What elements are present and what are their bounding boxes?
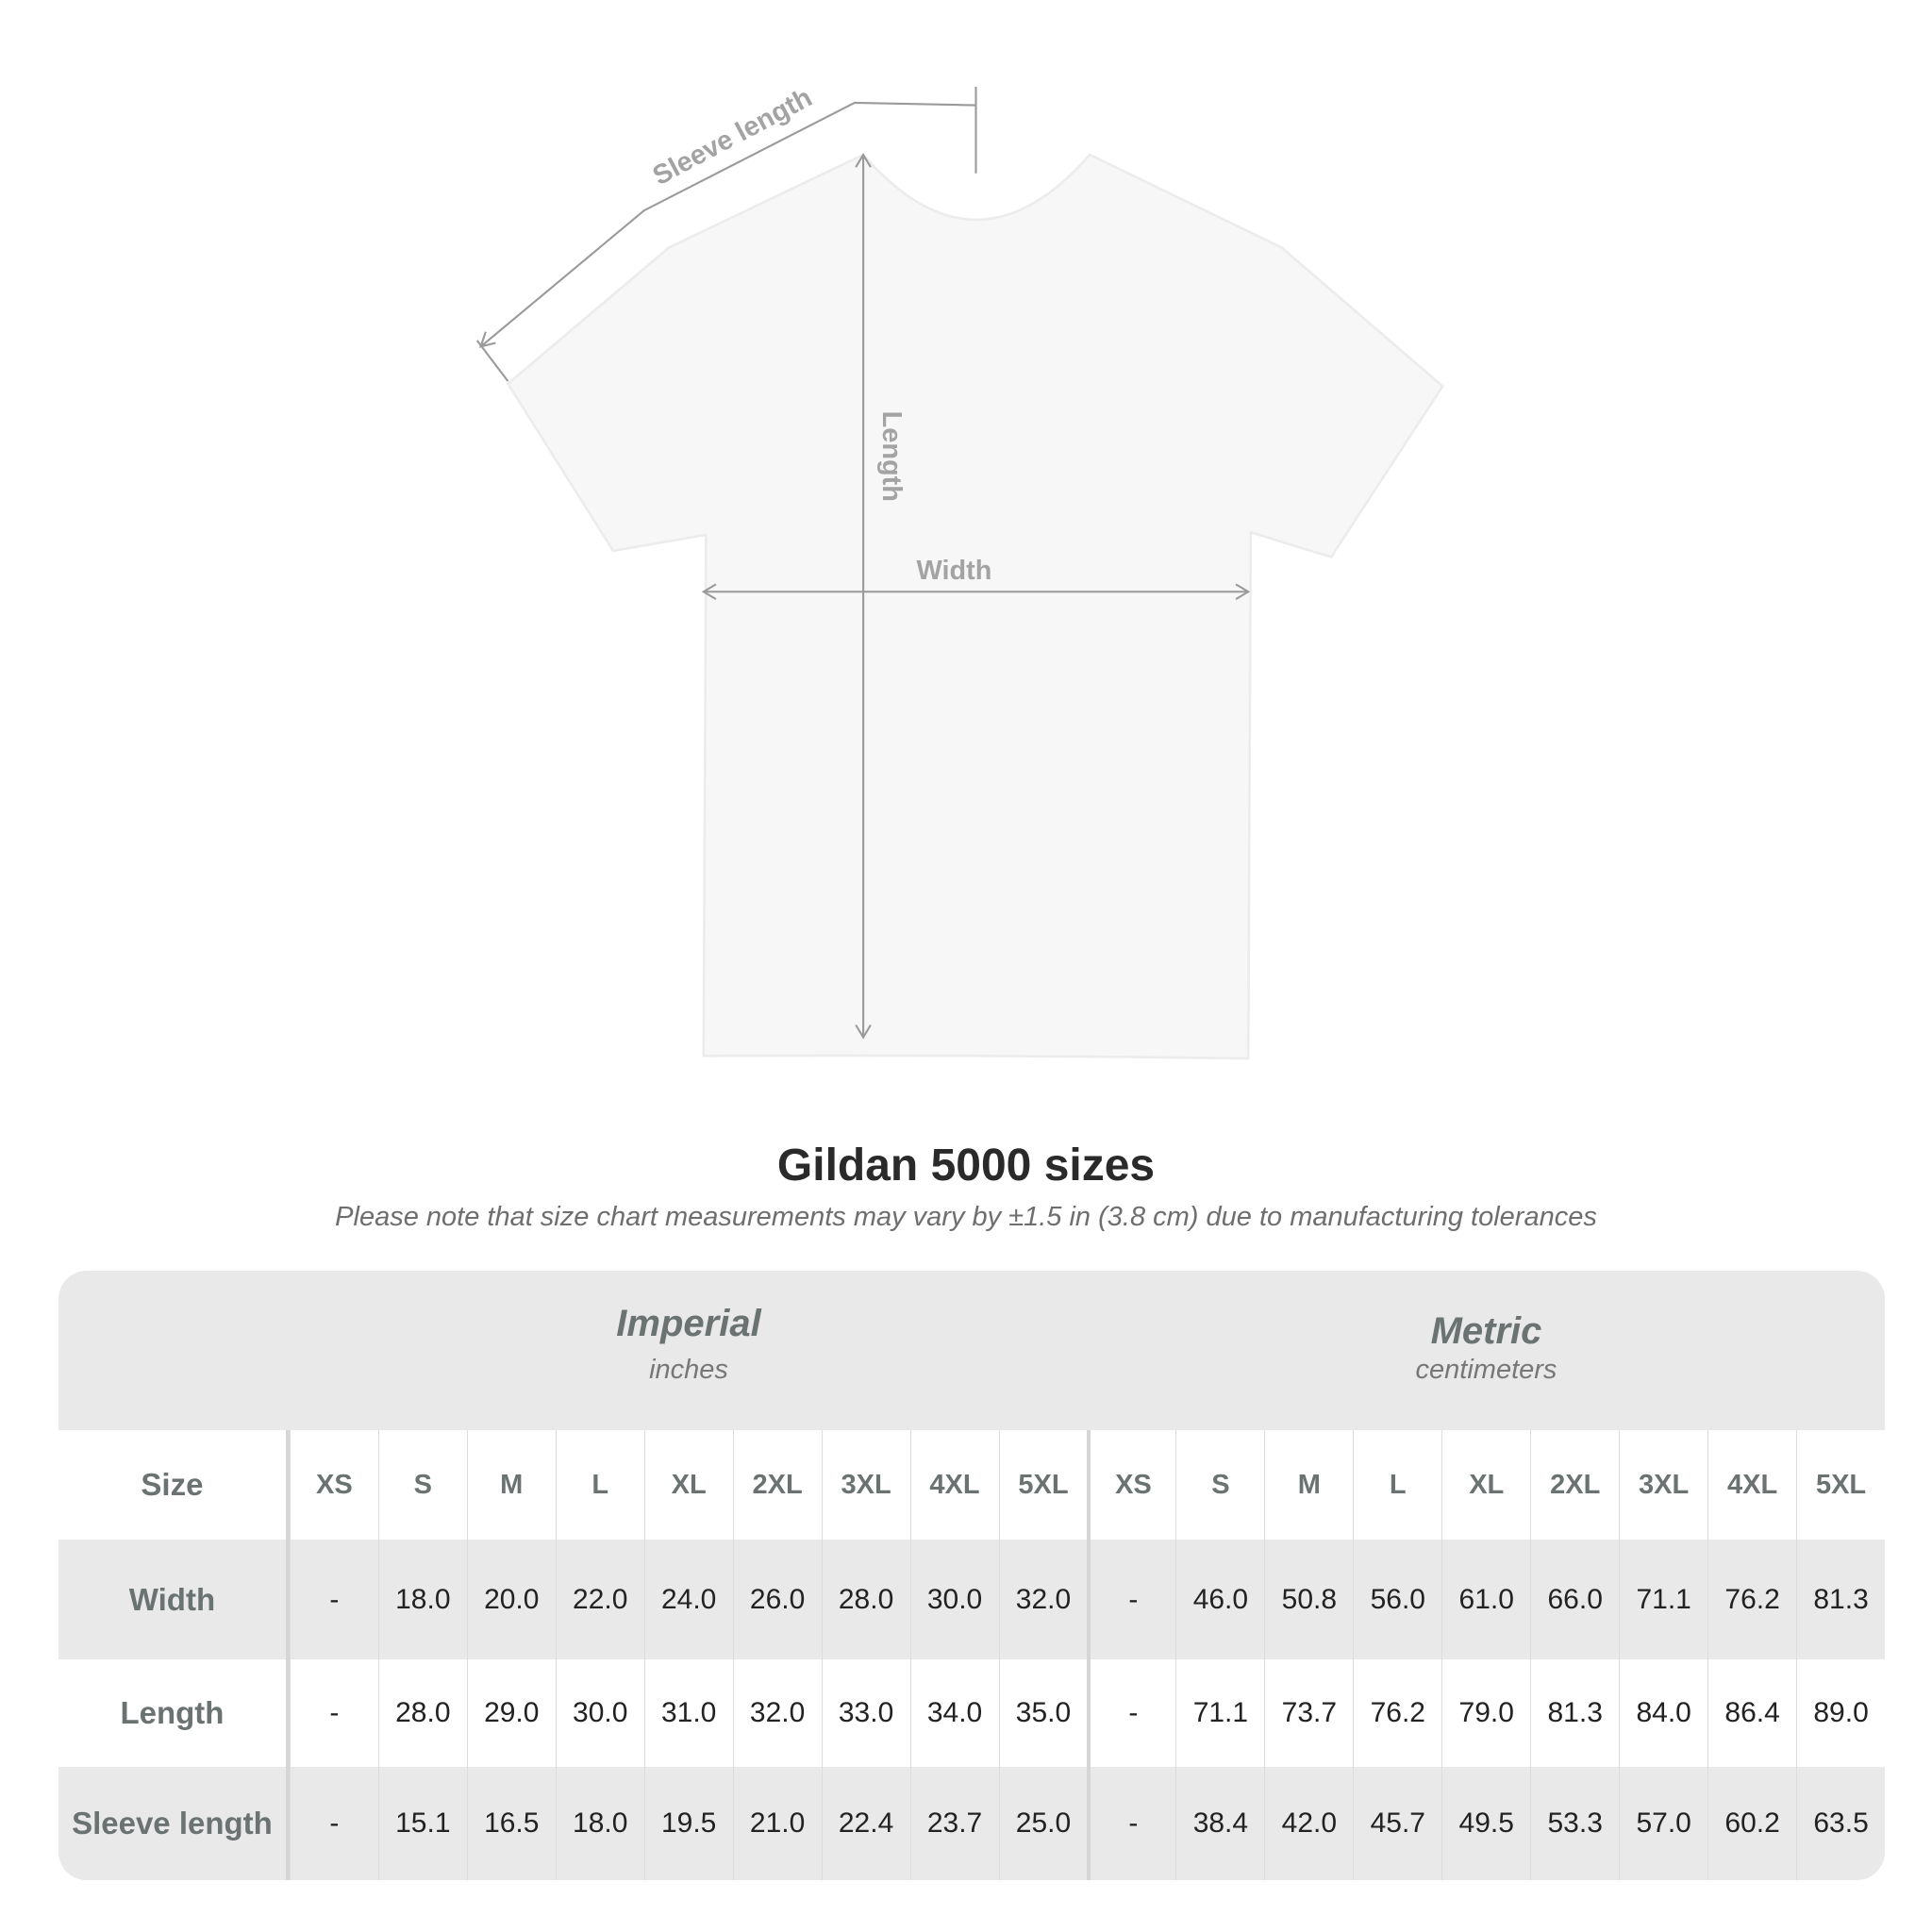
sleeve-length-label: Sleeve length bbox=[648, 82, 817, 192]
width-label: Width bbox=[917, 556, 992, 586]
table-cell: XS bbox=[289, 1430, 378, 1540]
table-cell: S bbox=[1175, 1430, 1264, 1540]
table-cell: 4XL bbox=[1707, 1430, 1796, 1540]
sleeve-arrow bbox=[479, 101, 976, 348]
table-cell: 25.0 bbox=[998, 1767, 1088, 1880]
table-cell: 60.2 bbox=[1707, 1767, 1796, 1880]
table-cell: - bbox=[1087, 1767, 1175, 1880]
table-row-length: Length -28.0 29.0 30.0 31.0 32.0 33.0 34.0 35.0-… bbox=[58, 1659, 1885, 1767]
tshirt-shape bbox=[506, 153, 1444, 1060]
page-title: Gildan 5000 sizes bbox=[776, 1141, 1156, 1191]
table-cell: 86.4 bbox=[1707, 1659, 1796, 1767]
table-cell: 18.0 bbox=[555, 1767, 644, 1880]
table-cell: 3XL bbox=[821, 1430, 910, 1540]
table-cell: 18.0 bbox=[377, 1540, 467, 1659]
metric-title: Metric bbox=[1430, 1310, 1542, 1352]
table-cell: 35.0 bbox=[998, 1659, 1088, 1767]
table-cell: - bbox=[1087, 1540, 1175, 1659]
table-cell: 56.0 bbox=[1353, 1540, 1441, 1659]
size-table: Imperial inches Metric centimeters Size X… bbox=[58, 1271, 1885, 1880]
metric-unit: centimeters bbox=[1415, 1355, 1557, 1385]
table-cell: 66.0 bbox=[1530, 1540, 1619, 1659]
table-cell: 89.0 bbox=[1796, 1659, 1885, 1767]
table-cell: 15.1 bbox=[377, 1767, 467, 1880]
table-cell: 76.2 bbox=[1707, 1540, 1796, 1659]
table-cell: 32.0 bbox=[732, 1659, 822, 1767]
table-cell: XL bbox=[1441, 1430, 1530, 1540]
table-cell: 33.0 bbox=[821, 1659, 910, 1767]
table-cell: 45.7 bbox=[1353, 1767, 1441, 1880]
table-cell: 5XL bbox=[998, 1430, 1088, 1540]
table-cell: 61.0 bbox=[1441, 1540, 1530, 1659]
table-cell: 81.3 bbox=[1530, 1659, 1619, 1767]
row-label: Length bbox=[58, 1659, 290, 1767]
table-cell: 19.5 bbox=[643, 1767, 733, 1880]
table-row-width: Width -18.0 20.0 22.0 24.0 26.0 28.0 30.0 32.0-4… bbox=[58, 1540, 1885, 1659]
table-cell: 49.5 bbox=[1441, 1767, 1530, 1880]
table-cell: 31.0 bbox=[643, 1659, 733, 1767]
table-cell: 16.5 bbox=[466, 1767, 556, 1880]
table-cell: 71.1 bbox=[1619, 1540, 1707, 1659]
table-cell: 38.4 bbox=[1175, 1767, 1264, 1880]
imperial-title: Imperial bbox=[616, 1303, 761, 1344]
length-label: Length bbox=[876, 411, 907, 502]
measurement-arrows bbox=[475, 86, 1251, 1040]
table-cell: 21.0 bbox=[732, 1767, 822, 1880]
table-cell: M bbox=[1264, 1430, 1353, 1540]
table-cell: 26.0 bbox=[732, 1540, 822, 1659]
table-cell: 73.7 bbox=[1264, 1659, 1353, 1767]
table-cell: 24.0 bbox=[643, 1540, 733, 1659]
table-cell: 5XL bbox=[1796, 1430, 1885, 1540]
table-cell: 53.3 bbox=[1530, 1767, 1619, 1880]
table-cell: 4XL bbox=[909, 1430, 999, 1540]
table-cell: XS bbox=[1087, 1430, 1175, 1540]
table-cell: 28.0 bbox=[377, 1659, 467, 1767]
table-cell: 57.0 bbox=[1619, 1767, 1707, 1880]
tolerance-note: Please note that size chart measurements… bbox=[335, 1202, 1597, 1232]
table-cell: L bbox=[555, 1430, 644, 1540]
table-cell: 34.0 bbox=[909, 1659, 999, 1767]
table-cell: 32.0 bbox=[998, 1540, 1088, 1659]
table-row-sleeve-length: Sleeve length -15.1 16.5 18.0 19.5 21.0 22.4 23… bbox=[58, 1767, 1885, 1880]
imperial-header: Imperial inches bbox=[290, 1271, 1088, 1430]
table-cell: - bbox=[289, 1540, 378, 1659]
table-cell: 2XL bbox=[1530, 1430, 1619, 1540]
table-cell: - bbox=[1087, 1659, 1175, 1767]
table-cell: 2XL bbox=[732, 1430, 822, 1540]
table-cell: 42.0 bbox=[1264, 1767, 1353, 1880]
table-cell: 79.0 bbox=[1441, 1659, 1530, 1767]
table-cell: - bbox=[289, 1659, 378, 1767]
row-label: Width bbox=[58, 1540, 290, 1659]
table-cell: 3XL bbox=[1619, 1430, 1707, 1540]
table-cell: 71.1 bbox=[1175, 1659, 1264, 1767]
table-cell: 22.0 bbox=[555, 1540, 644, 1659]
table-cell: - bbox=[289, 1767, 378, 1880]
table-cell: 23.7 bbox=[909, 1767, 999, 1880]
table-cell: 50.8 bbox=[1264, 1540, 1353, 1659]
table-cell: M bbox=[466, 1430, 556, 1540]
metric-header: Metric centimeters bbox=[1088, 1271, 1885, 1430]
table-cell: L bbox=[1353, 1430, 1441, 1540]
table-cell: 29.0 bbox=[466, 1659, 556, 1767]
table-cell: 20.0 bbox=[466, 1540, 556, 1659]
row-label: Sleeve length bbox=[58, 1767, 290, 1880]
table-cell: 76.2 bbox=[1353, 1659, 1441, 1767]
header-row: Size XS S M L XL 2XL 3XL 4XL 5XL XS S M L XL 2XL 3XL 4XL 5… bbox=[58, 1430, 1885, 1540]
table-cell: 46.0 bbox=[1175, 1540, 1264, 1659]
table-cell: 63.5 bbox=[1796, 1767, 1885, 1880]
table-cell: 28.0 bbox=[821, 1540, 910, 1659]
table-cell: XL bbox=[643, 1430, 733, 1540]
table-cell: 30.0 bbox=[555, 1659, 644, 1767]
table-cell: S bbox=[377, 1430, 467, 1540]
table-cell: 22.4 bbox=[821, 1767, 910, 1880]
tshirt-diagram: Sleeve length Length Width bbox=[475, 82, 1444, 1060]
table-cell: 81.3 bbox=[1796, 1540, 1885, 1659]
table-cell: 84.0 bbox=[1619, 1659, 1707, 1767]
row-label: Size bbox=[58, 1430, 290, 1540]
table-cell: 30.0 bbox=[909, 1540, 999, 1659]
imperial-unit: inches bbox=[649, 1355, 728, 1385]
